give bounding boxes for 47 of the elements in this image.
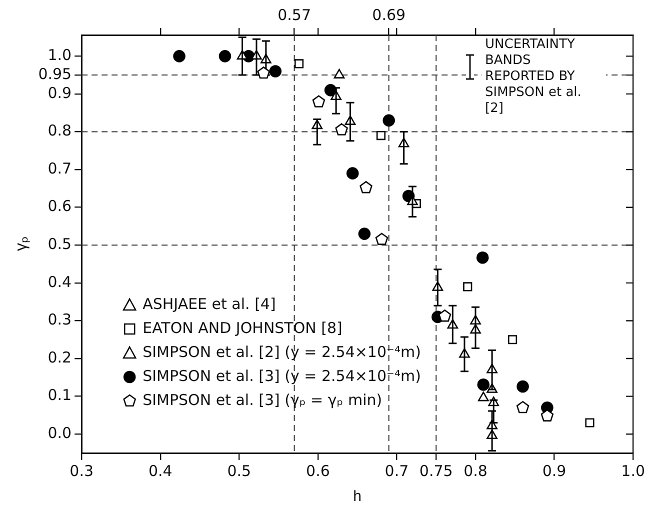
y-tick-label: 0.8: [48, 122, 72, 140]
y-tick-label: 0.6: [48, 197, 72, 216]
y-tick-label: 1.0: [48, 46, 72, 64]
point: [476, 251, 489, 264]
x-tick-label: 0.9: [542, 462, 566, 480]
point: [218, 50, 232, 62]
point: [585, 418, 594, 428]
y-tick-label: 0.7: [48, 159, 72, 178]
x-tick-label: 0.3: [70, 462, 94, 480]
point: [358, 228, 371, 240]
annotation: UNCERTAINTY BANDS REPORTED BY SIMPSON et al. [2]: [482, 36, 606, 118]
y-tick-label: 0.4: [48, 272, 72, 291]
point: [173, 50, 186, 62]
legend-label: SIMPSON et al. [3] (γₚ = γₚ min): [142, 390, 382, 409]
y-tick-label: 0.5: [48, 235, 72, 254]
x-tick-label: 0.6: [306, 462, 330, 480]
x2-tick-label: 0.69: [372, 6, 406, 24]
x-tick-label: 0.7: [384, 462, 409, 480]
point: [516, 380, 529, 393]
point: [269, 65, 282, 78]
y-axis-title: γₚ: [13, 237, 30, 251]
y-tick-label: 0.3: [48, 310, 72, 329]
y-tick-label: 0.0: [48, 424, 72, 442]
legend-label: EATON AND JOHNSTON [8]: [142, 318, 342, 337]
point: [508, 335, 518, 344]
point: [376, 130, 386, 140]
x2-tick-label: 0.57: [278, 6, 312, 24]
point: [463, 282, 472, 292]
legend-label: SIMPSON et al. [2] (y = 2.54×10⁻⁴m): [142, 342, 421, 361]
y-tick-label: 0.95: [38, 64, 72, 83]
point: [346, 167, 359, 180]
x-tick-label: 0.5: [227, 462, 252, 480]
legend-label: SIMPSON et al. [3] (y = 2.54×10⁻⁴m): [142, 366, 421, 385]
y-tick-label: 0.2: [48, 348, 72, 366]
y-tick-label: 0.1: [48, 386, 72, 404]
x-tick-label: 0.4: [148, 462, 172, 480]
point: [294, 59, 304, 68]
legend-label: ASHJAEE et al. [4]: [142, 294, 276, 313]
x-axis-title: h: [353, 488, 362, 506]
point: [382, 114, 395, 127]
x-tick-label: 0.75: [419, 462, 453, 480]
x-tick-label: 0.8: [464, 462, 488, 480]
point: [478, 392, 489, 402]
x-tick-label: 1.0: [621, 462, 645, 480]
point: [477, 378, 490, 391]
y-tick-label: 0.9: [48, 84, 72, 102]
point: [334, 68, 345, 78]
